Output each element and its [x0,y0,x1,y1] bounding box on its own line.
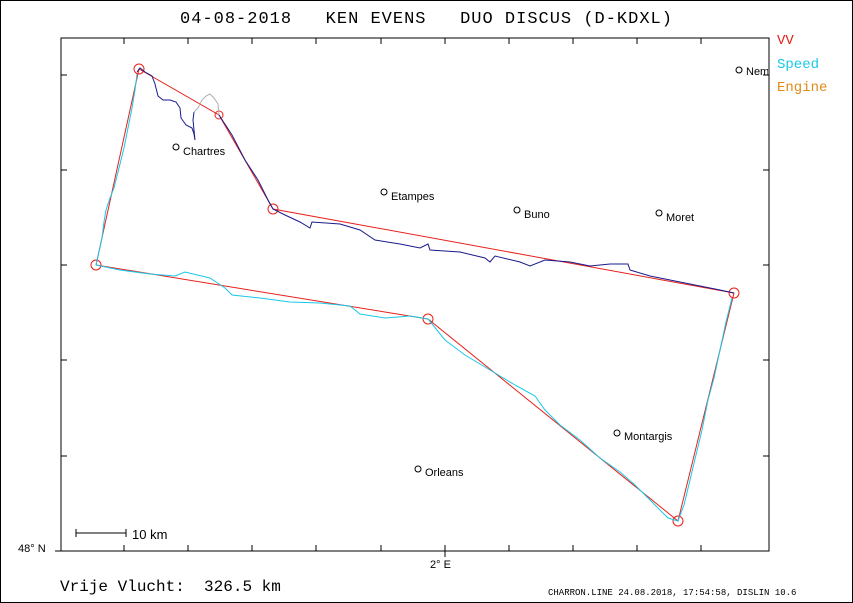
track-climb-north [136,67,196,141]
town-label-nem: Nem [746,66,768,78]
glider-name: DUO DISCUS (D-KDXL) [460,10,673,29]
plot-area [60,37,770,552]
pilot-name: KEN EVENS [325,10,427,29]
latitude-label: 48° N [18,543,46,555]
turnpoint-marker [422,313,434,325]
track-speed-south [95,264,733,522]
scale-bar [75,529,127,537]
flight-title: 04-08-2018 KEN EVENS DUO DISCUS (D-KDXL) [0,10,853,29]
distance-summary: Vrije Vlucht: 326.5 km [60,578,281,596]
town-dot [172,143,180,151]
turnpoint-marker [133,63,145,75]
turnpoint-marker [728,287,740,299]
longitude-label: 2° E [430,559,451,571]
town-dot [513,206,521,214]
track-speed-west [95,73,138,266]
town-label-buno: Buno [524,209,550,221]
town-label-etampes: Etampes [391,191,435,203]
scale-label: 10 km [132,527,168,542]
file-stamp: CHARRON.LINE 24.08.2018, 17:54:58, DISLI… [548,588,797,598]
flight-date: 04-08-2018 [180,10,293,29]
turnpoint-marker [672,515,684,527]
turnpoints [90,63,740,527]
town-dot [414,465,422,473]
legend-speed: Speed [777,57,820,73]
legend-vv: VV [777,33,794,49]
town-markers [172,66,743,473]
lon-ticks [123,38,702,557]
legend-engine: Engine [777,80,828,96]
track-climb-east [218,114,735,294]
town-dot [735,66,743,74]
track-engine [193,93,220,116]
town-label-orleans: Orleans [425,467,464,479]
town-label-montargis: Montargis [624,431,673,443]
town-label-moret: Moret [666,212,695,224]
town-dot [380,188,388,196]
town-label-chartres: Chartres [183,146,226,158]
turnpoint-marker [90,259,102,271]
distance-value: 326.5 km [204,578,281,596]
task-line [95,68,735,522]
distance-label: Vrije Vlucht: [60,578,185,596]
lat-ticks [55,74,769,552]
town-dot [613,429,621,437]
turnpoint-marker [267,203,279,215]
town-dot [655,209,663,217]
